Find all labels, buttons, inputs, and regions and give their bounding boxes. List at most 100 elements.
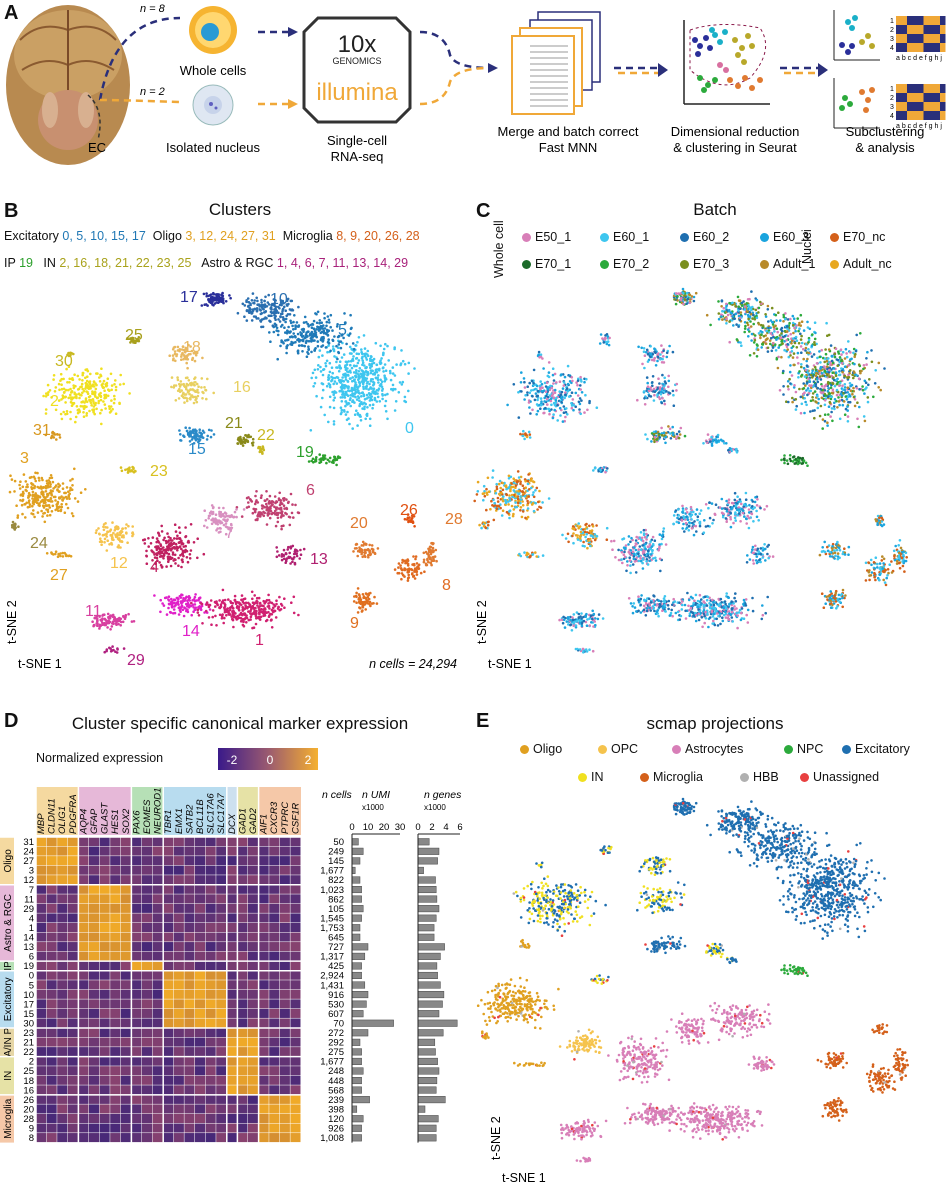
heatmap-cell: [152, 1018, 163, 1028]
heatmap-cell: [110, 1056, 121, 1066]
heatmap-cell: [173, 1066, 184, 1076]
heatmap-cell: [269, 875, 280, 885]
seq-label-1: Single-cell: [327, 133, 387, 148]
heatmap-cell: [258, 1018, 269, 1028]
cluster-2-points: [506, 361, 599, 423]
heatmap-cell: [67, 1113, 78, 1123]
heatmap-cell: [290, 1008, 301, 1018]
heatmap-cell: [205, 1037, 216, 1047]
heatmap-cell: [184, 1018, 195, 1028]
heatmap-cell: [57, 1066, 68, 1076]
heatmap-cell: [67, 1008, 78, 1018]
heatmap-cell: [131, 903, 142, 913]
heatmap-cell: [237, 1056, 248, 1066]
heatmap-cell: [923, 43, 929, 52]
heatmap-cell: [279, 837, 290, 847]
gene-label: HES1: [110, 809, 121, 834]
heatmap-cell: [67, 1075, 78, 1085]
heatmap-cell: [216, 922, 227, 932]
heatmap-cell: [67, 1133, 78, 1143]
heatmap-cell: [78, 922, 89, 932]
heatmap-cell: [99, 913, 110, 923]
heatmap-cell: [110, 922, 121, 932]
legend-label: Oligo: [533, 742, 563, 756]
heatmap-cell: [78, 989, 89, 999]
heatmap-cell: [248, 951, 259, 961]
heatmap-cell: [46, 894, 57, 904]
heatmap-cell: [237, 1113, 248, 1123]
heatmap-cell: [226, 846, 237, 856]
heatmap-cell: [195, 951, 206, 961]
heatmap-cell: [46, 1075, 57, 1085]
heatmap-cell: [269, 999, 280, 1009]
heatmap-cell: [258, 1085, 269, 1095]
heatmap-cell: [120, 961, 131, 971]
heatmap-cell: [173, 1047, 184, 1057]
cluster-row-label: 29: [23, 904, 34, 915]
gene-label: GFAP: [89, 808, 100, 834]
heatmap-cell: [290, 1018, 301, 1028]
cluster-27-points: [45, 550, 73, 559]
heatmap-cell: [89, 932, 100, 942]
heatmap-cell: [290, 951, 301, 961]
heatmap-cell: [173, 1075, 184, 1085]
group-band: [0, 970, 14, 1028]
heatmap-cell: [110, 1037, 121, 1047]
legend-label: E70_3: [693, 257, 730, 271]
heatmap-cell: [110, 903, 121, 913]
umi-bar: [351, 1019, 394, 1027]
cluster-27-points: [513, 1061, 546, 1068]
heatmap-cell: [912, 111, 918, 120]
ncells-header: n cells: [322, 789, 353, 801]
n-cells-value: 248: [328, 1066, 344, 1077]
heatmap-cell: [258, 942, 269, 952]
heatmap-cell: [173, 1094, 184, 1104]
heatmap-cell: [940, 84, 946, 93]
heatmap-cell: [131, 1028, 142, 1038]
heatmap-cell: [184, 865, 195, 875]
heatmap-cell: [163, 837, 174, 847]
cluster-16-points: [636, 373, 679, 407]
heatmap-cell: [131, 1008, 142, 1018]
cluster-0-points: [776, 332, 886, 430]
heatmap-cell: [940, 25, 946, 34]
heatmap-cell: [36, 1018, 47, 1028]
heatmap-cell: [195, 1008, 206, 1018]
heatmap-cell: [205, 1123, 216, 1133]
heatmap-cell: [269, 932, 280, 942]
heatmap-cell: [226, 1018, 237, 1028]
heatmap-cell: [99, 1075, 110, 1085]
n-cells-value: 448: [328, 1076, 344, 1087]
heatmap-cell: [152, 1066, 163, 1076]
heatmap-cell: [173, 837, 184, 847]
heatmap-cell: [78, 903, 89, 913]
heatmap-cell: [226, 932, 237, 942]
heatmap-cell: [929, 25, 935, 34]
genes-bar: [417, 1086, 437, 1094]
heatmap-cell: [184, 999, 195, 1009]
cluster-row-label: 11: [24, 894, 34, 905]
heatmap-cell: [216, 913, 227, 923]
heatmap-cell: [918, 102, 924, 111]
cluster-label-2: 2: [50, 393, 59, 410]
heatmap-cell: [184, 1123, 195, 1133]
heatmap-cell: [258, 922, 269, 932]
heatmap-cell: [907, 93, 913, 102]
heatmap-row-label: 2: [890, 95, 894, 102]
heatmap-cell: [184, 1056, 195, 1066]
heatmap-cell: [929, 93, 935, 102]
heatmap-cell: [89, 894, 100, 904]
gene-label: PDGFRA: [68, 794, 79, 834]
seq-label-2: RNA-seq: [331, 149, 384, 164]
cluster-18-points: [637, 344, 675, 370]
cluster-1-points: [190, 588, 300, 630]
cluster-14-points: [627, 594, 680, 618]
cluster-23-points: [592, 466, 609, 474]
heatmap-cell: [57, 1104, 68, 1114]
norm-expression-label: Normalized expression: [36, 751, 164, 765]
cluster-12-points: [94, 521, 135, 552]
heatmap-cell: [46, 1037, 57, 1047]
heatmap-cell: [226, 884, 237, 894]
heatmap-cell: [99, 875, 110, 885]
heatmap-cell: [152, 989, 163, 999]
